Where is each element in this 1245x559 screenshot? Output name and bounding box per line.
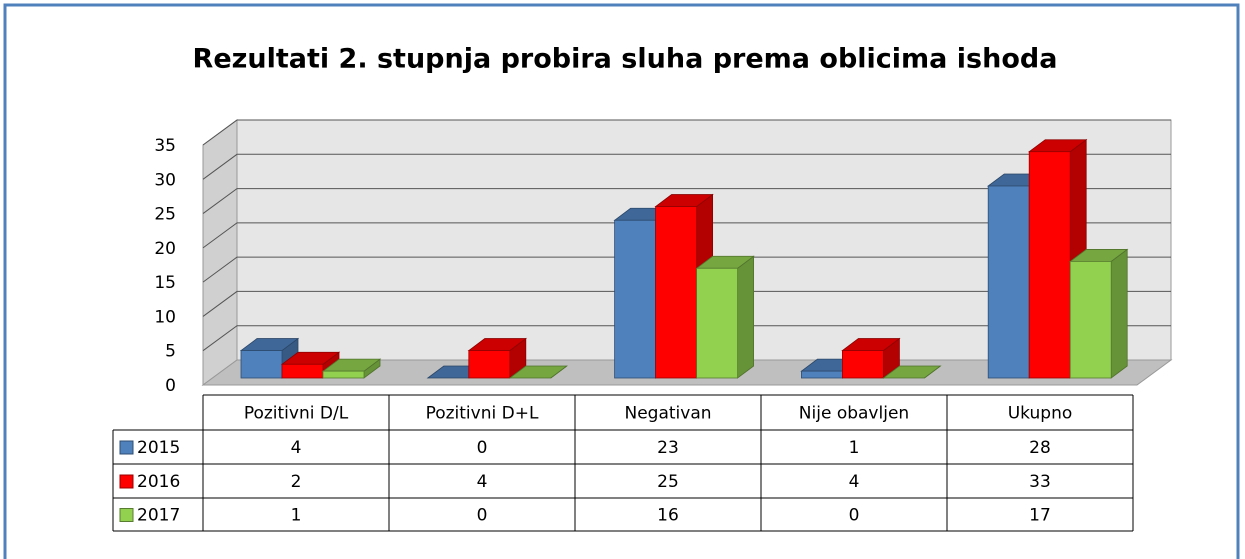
bar-front [842,350,884,379]
grid-line [202,153,1171,180]
table-value: 1 [291,506,302,526]
bar-front [1028,151,1071,379]
bar-side [1110,248,1128,379]
y-tick-label: 10 [154,307,176,327]
bar-top [882,365,942,379]
bar-front [468,350,511,379]
bar-front [281,363,324,379]
side-wall [202,119,238,386]
table-value: 23 [657,438,679,458]
y-tick-label: 5 [165,342,176,362]
grid-line [202,188,1171,214]
x-tick-label: Pozitivni D/L [244,404,349,424]
bar-front [1069,261,1112,379]
bar-front [614,219,656,379]
table-value: 28 [1029,438,1051,458]
bar [508,365,568,379]
legend-key [119,474,134,489]
legend-label: 2016 [137,472,180,492]
grid-line [202,119,1171,146]
grid-line [202,290,1171,317]
x-tick-label: Pozitivni D+L [426,404,539,424]
legend-label: 2017 [137,506,180,526]
table-value: 4 [291,438,302,458]
table-value: 4 [849,472,860,492]
grid-line [202,222,1171,249]
bar-front [801,370,843,379]
table-value: 2 [291,472,302,492]
bar-front [987,185,1030,379]
table-value: 0 [477,506,488,526]
table-value: 16 [657,506,679,526]
legend-label: 2015 [137,438,180,458]
y-tick-label: 25 [154,205,176,225]
chart-title: Rezultati 2. stupnja probira sluha prema… [193,44,1058,75]
table-value: 33 [1029,472,1051,492]
grid-line [202,256,1171,283]
x-tick-label: Negativan [624,404,711,424]
bar-front [655,206,697,379]
bar-front [696,267,738,379]
bar [1068,248,1129,379]
grid-line [202,325,1171,352]
table-value: 0 [849,506,860,526]
x-tick-label: Nije obavljen [799,404,909,424]
bar [321,358,382,379]
table-value: 1 [849,438,860,458]
y-tick-label: 35 [154,136,176,156]
bar-side [737,255,754,379]
y-tick-label: 15 [154,273,176,293]
bar-front [240,350,283,379]
y-tick-label: 0 [165,376,176,396]
bar [467,337,527,379]
bar [882,365,942,379]
legend-key [119,508,134,522]
y-tick-label: 30 [154,170,176,190]
legend-key [119,440,134,455]
table-value: 25 [657,472,679,492]
bar-front [322,370,365,379]
bar [695,255,755,379]
bar-top [508,365,568,379]
table-value: 17 [1029,506,1051,526]
x-tick-label: Ukupno [1008,404,1073,424]
table-value: 4 [477,472,488,492]
table-value: 0 [477,438,488,458]
y-tick-label: 20 [154,239,176,259]
